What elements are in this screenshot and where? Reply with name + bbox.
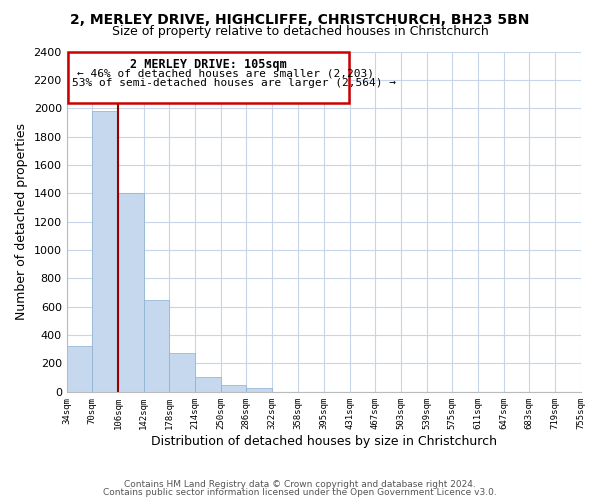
Text: 2 MERLEY DRIVE: 105sqm: 2 MERLEY DRIVE: 105sqm — [130, 58, 287, 70]
Bar — [143, 300, 169, 392]
Bar — [169, 353, 195, 392]
Text: 2, MERLEY DRIVE, HIGHCLIFFE, CHRISTCHURCH, BH23 5BN: 2, MERLEY DRIVE, HIGHCLIFFE, CHRISTCHURC… — [70, 12, 530, 26]
FancyBboxPatch shape — [68, 52, 349, 104]
Y-axis label: Number of detached properties: Number of detached properties — [15, 123, 28, 320]
Bar — [118, 194, 143, 392]
Bar — [67, 346, 92, 392]
Text: ← 46% of detached houses are smaller (2,203): ← 46% of detached houses are smaller (2,… — [77, 68, 374, 78]
Text: 53% of semi-detached houses are larger (2,564) →: 53% of semi-detached houses are larger (… — [71, 78, 395, 88]
Bar — [92, 111, 118, 392]
Bar — [246, 388, 272, 392]
Bar — [195, 377, 221, 392]
Text: Size of property relative to detached houses in Christchurch: Size of property relative to detached ho… — [112, 25, 488, 38]
Bar — [221, 386, 246, 392]
Text: Contains public sector information licensed under the Open Government Licence v3: Contains public sector information licen… — [103, 488, 497, 497]
X-axis label: Distribution of detached houses by size in Christchurch: Distribution of detached houses by size … — [151, 434, 497, 448]
Text: Contains HM Land Registry data © Crown copyright and database right 2024.: Contains HM Land Registry data © Crown c… — [124, 480, 476, 489]
